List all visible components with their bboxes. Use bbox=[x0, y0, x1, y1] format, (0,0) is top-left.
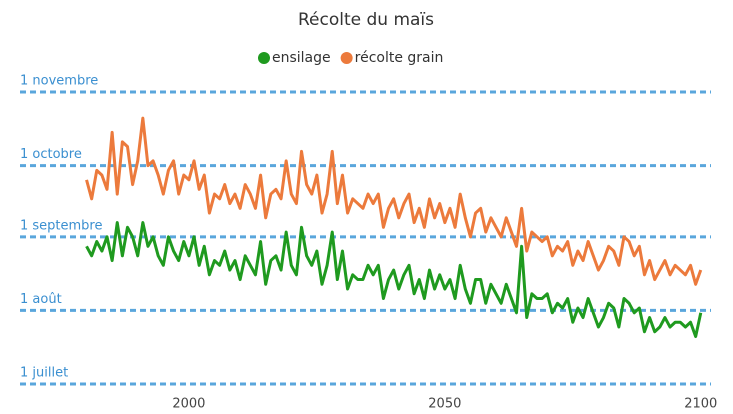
y-tick-label: 1 juillet bbox=[20, 366, 68, 381]
legend-label: ensilage bbox=[272, 50, 331, 66]
series-line bbox=[85, 116, 703, 286]
legend-label: récolte grain bbox=[355, 50, 444, 66]
legend-marker bbox=[340, 52, 353, 64]
x-tick-label: 2000 bbox=[172, 397, 205, 412]
legend-marker bbox=[258, 52, 270, 64]
y-tick-label: 1 novembre bbox=[20, 74, 98, 89]
y-tick-label: 1 septembre bbox=[20, 218, 103, 233]
y-tick-label: 1 octobre bbox=[20, 147, 82, 162]
x-tick-label: 2100 bbox=[684, 397, 717, 412]
y-tick-label: 1 août bbox=[20, 292, 62, 307]
series-line bbox=[85, 221, 703, 339]
x-tick-label: 2050 bbox=[428, 397, 461, 412]
chart-title: Récolte du maïs bbox=[298, 10, 434, 30]
